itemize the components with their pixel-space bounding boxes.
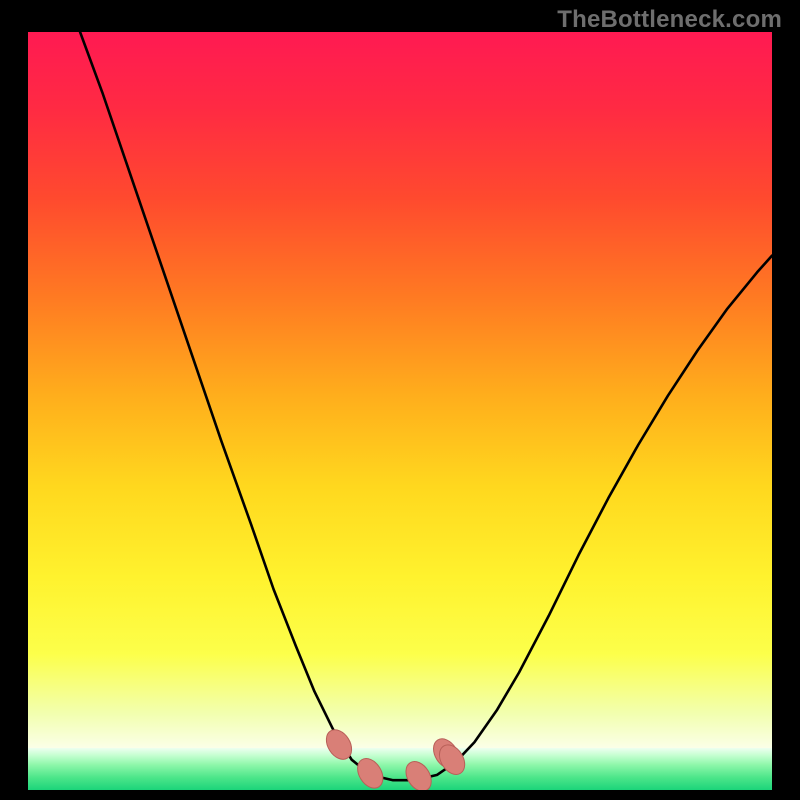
bottleneck-curve [80, 32, 772, 780]
chart-svg [28, 32, 772, 790]
watermark-text: TheBottleneck.com [557, 6, 782, 34]
curve-marker [352, 754, 388, 790]
chart-frame: TheBottleneck.com [0, 0, 800, 800]
curve-marker [401, 757, 437, 790]
plot-area [28, 32, 772, 790]
